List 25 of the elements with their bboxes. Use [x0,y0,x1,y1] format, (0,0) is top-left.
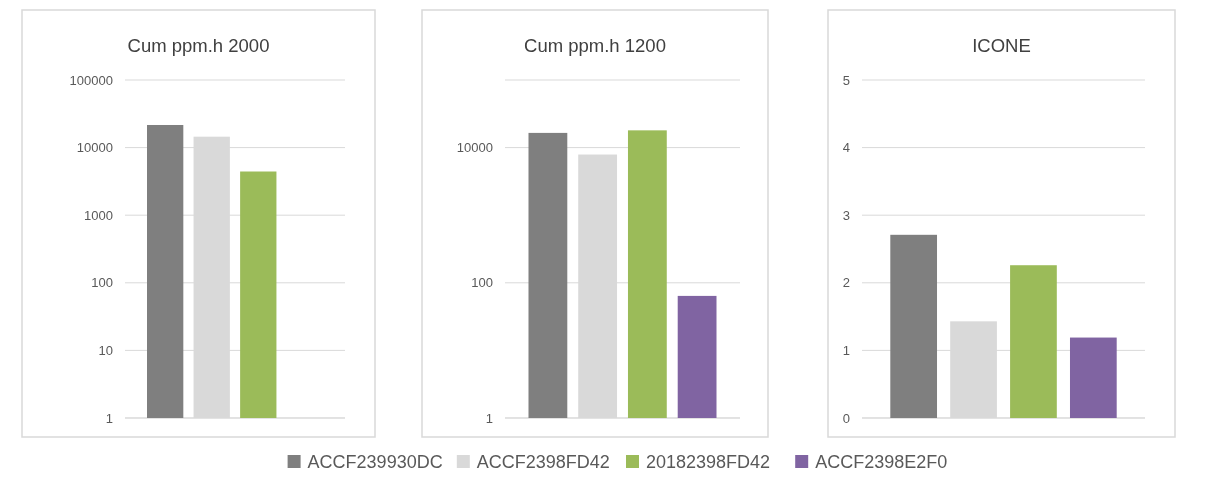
y-tick-label: 4 [842,140,850,156]
legend-label: 20182398FD42 [646,452,771,473]
y-tick-label: 0 [842,410,850,426]
y-tick-label: 100000 [69,72,113,88]
y-tick-label: 1 [842,342,850,358]
y-tick-label: 100 [91,275,113,291]
chart-title: Cum ppm.h 1200 [524,35,666,56]
legend-label: ACCF2398FD42 [476,452,610,473]
bar [1069,337,1117,418]
y-tick-label: 10000 [76,140,113,156]
y-tick-label: 10000 [456,140,493,156]
y-tick-label: 1000 [84,207,113,223]
y-tick-label: 5 [842,72,850,88]
bar [1010,265,1057,418]
legend-label: ACCF239930DC [307,452,443,473]
chart-title: Cum ppm.h 2000 [127,35,270,56]
y-tick-label: 1 [105,410,113,426]
y-tick-label: 3 [842,207,850,223]
y-tick-label: 1 [485,410,493,426]
chart-title: ICONE [972,35,1031,56]
y-tick-label: 100 [471,275,493,291]
legend-label: ACCF2398E2F0 [815,452,948,473]
bar [890,234,938,418]
y-tick-label: 10 [98,342,113,358]
y-tick-label: 2 [842,275,850,291]
